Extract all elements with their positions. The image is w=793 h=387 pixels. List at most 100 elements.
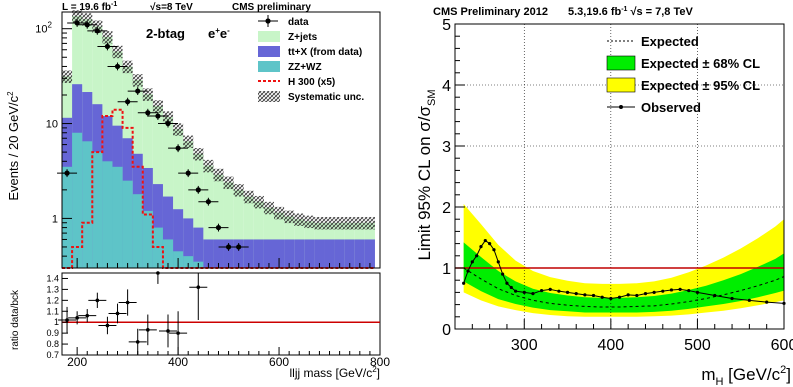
channel-label: e+e- bbox=[208, 26, 230, 41]
bar-zz-wz bbox=[122, 180, 133, 268]
limit-title-right: 5.3,19.6 fb-1 √s = 7,8 TeV bbox=[568, 6, 693, 18]
observed-point bbox=[557, 289, 561, 293]
bar-tt-x-from-data- bbox=[203, 239, 214, 268]
legend-label: Systematic unc. bbox=[288, 92, 364, 103]
right-chart: CMS Preliminary 2012 5.3,19.6 fb-1 √s = 7… bbox=[415, 6, 793, 387]
systematic-band bbox=[152, 100, 163, 113]
observed-point bbox=[635, 293, 639, 298]
data-point bbox=[165, 120, 171, 127]
legend-band-swatch bbox=[606, 77, 636, 93]
systematic-band bbox=[324, 216, 335, 230]
systematic-band bbox=[112, 45, 123, 59]
ratio-point bbox=[196, 285, 201, 290]
bar-zz-wz bbox=[112, 166, 123, 268]
band-68 bbox=[463, 242, 784, 313]
data-point bbox=[74, 20, 80, 26]
limit-x-tick-label: 300 bbox=[511, 337, 538, 354]
bar-zz-wz bbox=[183, 256, 194, 268]
observed-point bbox=[591, 293, 596, 298]
data-point bbox=[185, 170, 191, 176]
legend-label: Expected ± 95% CL bbox=[641, 78, 760, 93]
limit-x-tick-label: 400 bbox=[597, 337, 624, 354]
ratio-frame bbox=[61, 272, 381, 356]
systematic-band bbox=[62, 70, 73, 83]
bar-tt-x-from-data- bbox=[364, 239, 375, 268]
ratio-y-tick-label: 0.9 bbox=[46, 328, 59, 338]
limit-legend: Expected Expected ± 68% CL Expected ± 95% … bbox=[606, 34, 760, 115]
observed-point bbox=[505, 281, 509, 285]
observed-point bbox=[669, 288, 674, 292]
observed-point bbox=[687, 288, 691, 293]
cms-preliminary-label: CMS preliminary bbox=[232, 2, 311, 13]
observed-point bbox=[713, 293, 717, 298]
data-point bbox=[155, 113, 161, 119]
observed-point bbox=[765, 300, 769, 304]
systematic-band bbox=[314, 216, 325, 230]
bar-tt-x-from-data- bbox=[334, 239, 345, 268]
ratio-point bbox=[176, 331, 180, 335]
observed-point bbox=[531, 292, 535, 296]
data-point bbox=[175, 145, 181, 151]
data-point bbox=[215, 224, 222, 231]
bar-z-jets bbox=[193, 153, 204, 268]
systematic-band bbox=[294, 213, 305, 226]
bar-tt-x-from-data- bbox=[193, 227, 204, 268]
legend-swatch bbox=[258, 31, 280, 42]
bar-tt-x-from-data- bbox=[162, 196, 174, 268]
y-tick-label: 10 bbox=[46, 119, 58, 131]
data-point bbox=[84, 22, 90, 28]
legend-label: Expected bbox=[641, 34, 699, 49]
systematic-band bbox=[344, 216, 355, 230]
tag-label: 2-btag bbox=[146, 26, 185, 41]
legend: data Z+jets tt+X (from data) ZZ+WZ H 300 (x5… bbox=[258, 15, 364, 103]
systematic-band bbox=[233, 184, 244, 197]
energy-label: √s=8 TeV bbox=[150, 2, 193, 13]
x-axis-label: lljj mass [GeV/c2] bbox=[290, 365, 380, 380]
systematic-band bbox=[92, 20, 103, 33]
data-point bbox=[236, 244, 242, 250]
observed-point bbox=[522, 290, 526, 294]
data-point bbox=[104, 43, 111, 50]
observed-point bbox=[470, 260, 474, 264]
systematic-band bbox=[162, 111, 174, 124]
limit-y-tick-label: 1 bbox=[442, 261, 451, 278]
observed-point bbox=[678, 287, 682, 291]
bar-tt-x-from-data- bbox=[243, 239, 254, 268]
ratio-point bbox=[166, 329, 170, 333]
legend-label: Observed bbox=[641, 100, 701, 115]
observed-point bbox=[479, 245, 483, 249]
bar-tt-x-from-data- bbox=[253, 239, 264, 268]
legend-swatch bbox=[258, 61, 280, 72]
limit-y-tick-label: 4 bbox=[442, 78, 451, 95]
observed-point bbox=[574, 292, 578, 296]
bar-tt-x-from-data- bbox=[324, 239, 335, 268]
bar-tt-x-from-data- bbox=[314, 239, 325, 268]
observed-point bbox=[539, 288, 544, 293]
systematic-band bbox=[173, 123, 184, 136]
x-tick-label: 400 bbox=[168, 355, 188, 369]
ratio-point bbox=[146, 328, 150, 332]
legend-label: Expected ± 68% CL bbox=[641, 56, 760, 71]
ratio-y-tick-label: 1.4 bbox=[46, 273, 59, 283]
left-chart: L = 19.6 fb-1 √s=8 TeV CMS preliminary 1… bbox=[6, 1, 390, 380]
limit-y-tick-label: 3 bbox=[442, 139, 451, 156]
systematic-band bbox=[102, 31, 113, 44]
limit-title: CMS Preliminary 2012 bbox=[433, 6, 548, 18]
observed-point bbox=[466, 269, 470, 273]
bar-zz-wz bbox=[82, 141, 93, 268]
legend-label: H 300 (x5) bbox=[288, 77, 335, 88]
bar-zz-wz bbox=[142, 210, 153, 268]
bar-z-jets bbox=[162, 117, 174, 268]
systematic-band bbox=[304, 215, 315, 229]
bar-zz-wz bbox=[102, 161, 113, 268]
observed-point bbox=[514, 289, 518, 293]
ratio-point bbox=[65, 318, 69, 322]
legend-swatch bbox=[258, 46, 280, 57]
systematic-band bbox=[243, 190, 254, 204]
systematic-band bbox=[203, 159, 214, 173]
ratio-point bbox=[95, 298, 100, 303]
systematic-band bbox=[253, 195, 264, 209]
observed-point bbox=[462, 281, 466, 285]
limit-y-tick-label: 2 bbox=[442, 200, 451, 217]
bar-zz-wz bbox=[92, 152, 103, 268]
